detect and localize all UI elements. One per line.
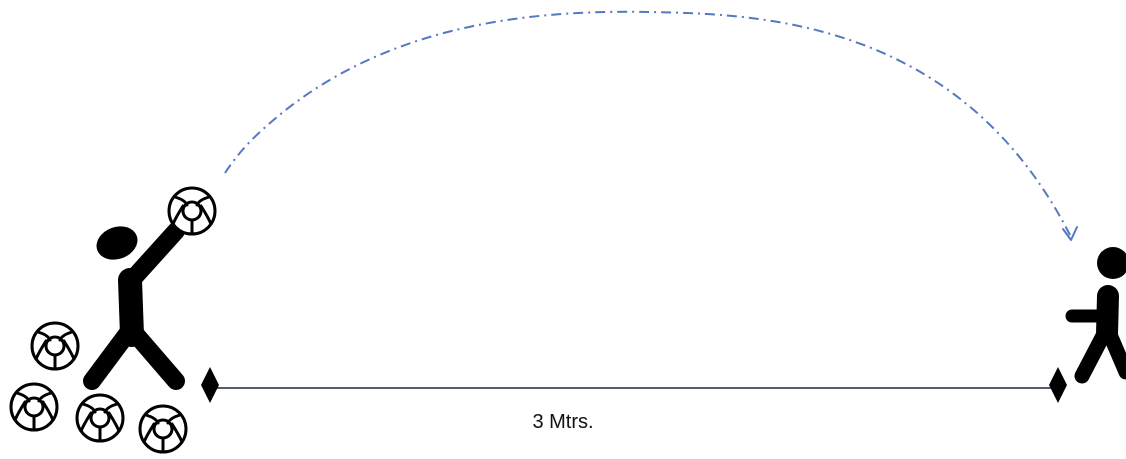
start-marker-diamond-icon <box>201 367 219 403</box>
thrower-person-icon <box>83 222 185 390</box>
throw-path <box>224 10 1078 241</box>
ball-icon <box>138 404 188 454</box>
ball-pile <box>9 321 188 454</box>
ball-icon <box>75 393 125 443</box>
throw-path-arrowhead-icon <box>1062 226 1078 241</box>
ball-icon <box>9 382 59 432</box>
catcher-person-icon <box>1065 247 1126 384</box>
ball-icon <box>30 321 80 371</box>
distance-label: 3 Mtrs. <box>532 411 594 433</box>
throw-path-arc <box>224 10 1071 236</box>
end-marker-diamond-icon <box>1049 367 1067 403</box>
thrown-ball-icon <box>167 186 217 236</box>
